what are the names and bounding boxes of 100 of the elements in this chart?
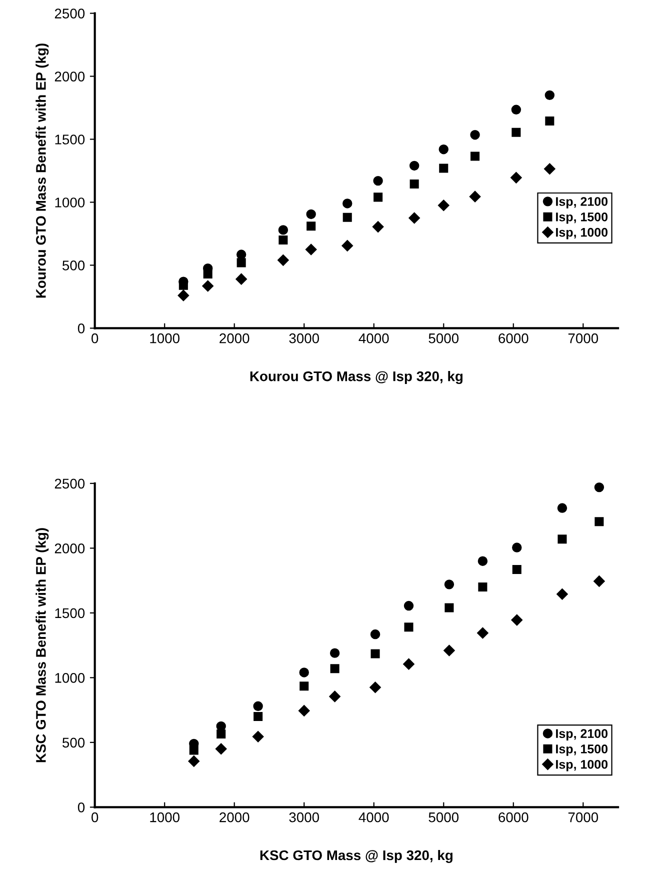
x-tick-label: 0 bbox=[92, 333, 98, 344]
point bbox=[370, 682, 381, 693]
x-tick-label: 0 bbox=[92, 812, 98, 822]
point bbox=[342, 240, 353, 252]
point bbox=[278, 236, 288, 245]
point bbox=[478, 556, 488, 566]
point bbox=[188, 756, 200, 767]
y-tick-label: 500 bbox=[62, 260, 85, 270]
legend-label: Isp, 1500 bbox=[556, 212, 608, 224]
point bbox=[236, 250, 246, 260]
point bbox=[544, 163, 556, 174]
point bbox=[254, 712, 263, 722]
point bbox=[203, 270, 212, 279]
point bbox=[300, 682, 309, 691]
x-tick-label: 2000 bbox=[220, 812, 250, 822]
x-tick-label: 3000 bbox=[289, 812, 320, 822]
point bbox=[329, 690, 340, 702]
point bbox=[557, 503, 568, 513]
point bbox=[306, 209, 316, 220]
legend-label: Isp, 1000 bbox=[556, 228, 608, 240]
point bbox=[404, 622, 414, 632]
point bbox=[438, 144, 448, 154]
legend-label: Isp, 1500 bbox=[556, 744, 608, 756]
point bbox=[594, 482, 604, 492]
point bbox=[372, 221, 384, 232]
point bbox=[299, 668, 309, 678]
x-tick-label: 1000 bbox=[150, 812, 180, 822]
point bbox=[370, 649, 380, 658]
point bbox=[330, 664, 340, 674]
x-tick-label: 5000 bbox=[428, 812, 459, 822]
point bbox=[216, 729, 226, 739]
point bbox=[403, 658, 414, 670]
point bbox=[410, 179, 419, 188]
point bbox=[306, 222, 316, 231]
y-tick-label: 1000 bbox=[55, 198, 85, 208]
x-tick-label: 7000 bbox=[568, 812, 598, 822]
legend-label: Isp, 1000 bbox=[556, 760, 608, 772]
point bbox=[404, 600, 414, 611]
point bbox=[478, 582, 488, 592]
point bbox=[202, 280, 214, 292]
point bbox=[594, 576, 605, 587]
point bbox=[556, 588, 568, 600]
x-axis-title: Kourou GTO Mass @ Isp 320, kg bbox=[250, 371, 462, 384]
point bbox=[215, 743, 227, 754]
point bbox=[512, 128, 521, 137]
point bbox=[278, 225, 288, 235]
legend-label: Isp, 2100 bbox=[556, 197, 608, 208]
point bbox=[444, 603, 454, 612]
point bbox=[438, 200, 450, 211]
point bbox=[189, 746, 198, 755]
point bbox=[544, 90, 555, 100]
point bbox=[545, 116, 554, 126]
point bbox=[373, 176, 383, 186]
x-tick-label: 6000 bbox=[498, 333, 528, 344]
legend-label: Isp, 2100 bbox=[556, 729, 608, 740]
x-axis-title: KSC GTO Mass @ Isp 320, kg bbox=[260, 850, 452, 863]
point bbox=[594, 517, 604, 526]
y-tick-label: 0 bbox=[78, 324, 85, 334]
x-tick-label: 4000 bbox=[358, 812, 389, 822]
point bbox=[510, 172, 522, 184]
y-axis-title: KSC GTO Mass Benefit with EP (kg) bbox=[36, 528, 49, 762]
point bbox=[439, 164, 448, 173]
point bbox=[342, 212, 352, 222]
point bbox=[330, 648, 340, 658]
x-tick-label: 4000 bbox=[358, 333, 389, 344]
y-tick-label: 2000 bbox=[54, 72, 85, 82]
x-tick-label: 1000 bbox=[150, 333, 180, 344]
x-tick-label: 7000 bbox=[568, 333, 598, 344]
point bbox=[253, 701, 263, 712]
point bbox=[298, 705, 310, 716]
y-tick-label: 1500 bbox=[55, 608, 85, 618]
x-tick-label: 5000 bbox=[428, 333, 459, 344]
point bbox=[444, 644, 455, 656]
x-tick-label: 6000 bbox=[498, 812, 528, 822]
point bbox=[477, 627, 488, 639]
point bbox=[558, 534, 567, 544]
y-tick-label: 1000 bbox=[55, 673, 85, 683]
y-tick-label: 2500 bbox=[54, 8, 85, 18]
y-tick-label: 0 bbox=[78, 802, 85, 812]
point bbox=[178, 280, 188, 290]
y-tick-label: 2000 bbox=[54, 544, 85, 554]
y-tick-label: 1500 bbox=[55, 134, 85, 144]
point bbox=[278, 254, 289, 266]
x-tick-label: 2000 bbox=[220, 333, 250, 344]
point bbox=[470, 152, 480, 161]
point bbox=[374, 192, 383, 202]
point bbox=[236, 258, 246, 268]
point bbox=[236, 273, 247, 285]
point bbox=[512, 565, 522, 574]
x-tick-label: 3000 bbox=[289, 333, 320, 344]
point bbox=[444, 580, 454, 590]
point bbox=[305, 244, 317, 256]
point bbox=[342, 198, 352, 208]
point bbox=[252, 730, 264, 742]
y-axis-title: Kourou GTO Mass Benefit with EP (kg) bbox=[36, 44, 49, 298]
y-tick-label: 500 bbox=[62, 738, 85, 748]
point bbox=[511, 614, 522, 626]
point bbox=[370, 629, 380, 640]
point bbox=[512, 542, 522, 552]
point bbox=[178, 290, 190, 302]
